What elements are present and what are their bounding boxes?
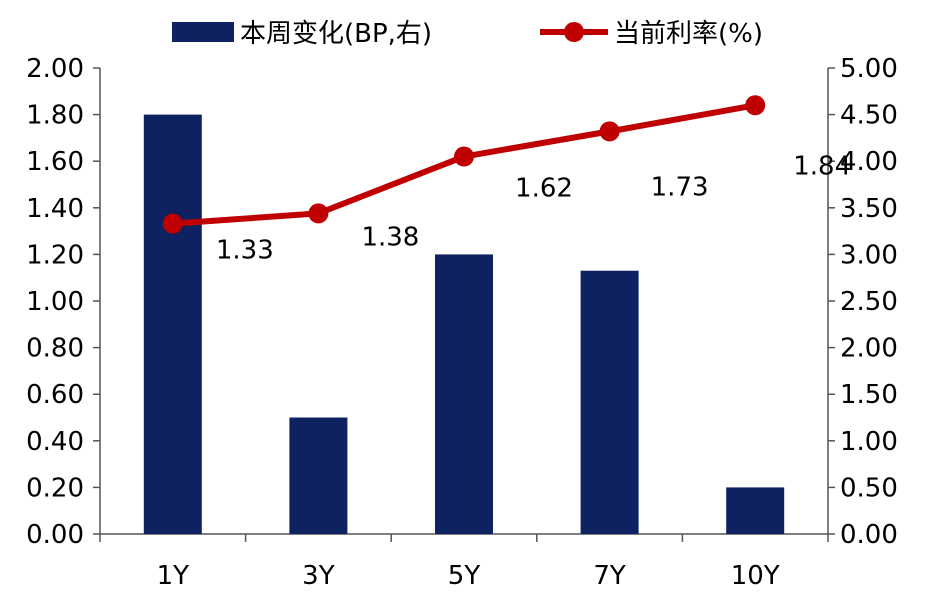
legend: 本周变化(BP,右) 当前利率(%)	[172, 19, 763, 49]
x-tick-label: 10Y	[731, 561, 780, 591]
left-tick-label: 0.40	[26, 427, 84, 457]
bar	[143, 114, 202, 534]
left-tick-label: 1.80	[26, 101, 84, 131]
right-tick-label: 1.50	[840, 380, 898, 410]
left-tick-label: 0.00	[26, 520, 84, 550]
left-tick-label: 2.00	[26, 54, 84, 84]
legend-line-label: 当前利率(%)	[614, 19, 763, 49]
point-data-label: 1.62	[515, 174, 573, 204]
legend-line-marker	[564, 22, 584, 42]
bar	[289, 417, 348, 534]
bar	[580, 270, 639, 534]
x-tick-label: 5Y	[448, 561, 481, 591]
legend-bar-swatch	[172, 22, 234, 42]
point-data-label: 1.38	[361, 222, 419, 252]
left-tick-label: 0.80	[26, 334, 84, 364]
right-tick-label: 4.00	[840, 147, 898, 177]
right-tick-label: 0.00	[840, 520, 898, 550]
right-tick-label: 3.50	[840, 194, 898, 224]
bar-series	[143, 114, 785, 534]
left-tick-label: 0.60	[26, 380, 84, 410]
left-tick-label: 1.40	[26, 194, 84, 224]
left-tick-label: 1.20	[26, 240, 84, 270]
point-data-label: 1.73	[651, 172, 709, 202]
x-tick-label: 3Y	[302, 561, 335, 591]
axes: 0.00 0.20 0.40 0.60 0.80 1.00 1.20 1.40 1.60 1.80…	[26, 54, 898, 591]
rate-point	[162, 213, 183, 234]
bar	[435, 254, 493, 534]
x-tick-label: 7Y	[593, 561, 626, 591]
point-data-label: 1.84	[793, 151, 851, 181]
left-tick-label: 1.00	[26, 287, 84, 317]
right-tick-label: 5.00	[840, 54, 898, 84]
line-series	[162, 95, 766, 234]
right-tick-label: 2.00	[840, 334, 898, 364]
right-tick-label: 1.00	[840, 427, 898, 457]
legend-bar-label: 本周变化(BP,右)	[240, 19, 432, 49]
rate-point	[308, 203, 329, 224]
point-data-label: 1.33	[216, 236, 274, 266]
rate-point	[454, 146, 474, 167]
left-tick-label: 1.60	[26, 147, 84, 177]
data-labels: 1.33 1.38 1.62 1.73 1.84	[216, 151, 851, 265]
right-tick-label: 0.50	[840, 473, 898, 503]
rate-point	[599, 121, 620, 142]
bar	[726, 487, 785, 534]
right-tick-label: 3.00	[840, 240, 898, 270]
right-tick-label: 4.50	[840, 101, 898, 131]
left-tick-label: 0.20	[26, 473, 84, 503]
rate-point	[745, 95, 766, 116]
x-tick-label: 1Y	[157, 561, 190, 591]
right-tick-label: 2.50	[840, 287, 898, 317]
